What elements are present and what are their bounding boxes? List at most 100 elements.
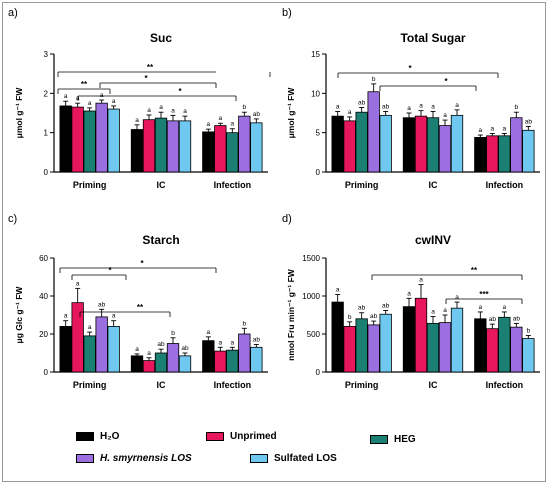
category-label: Infection — [214, 380, 252, 390]
category-label: Priming — [73, 180, 107, 190]
significance-letter: a — [419, 103, 423, 110]
significance-label: ** — [147, 63, 154, 72]
category-label: IC — [157, 380, 167, 390]
chart-title: Starch — [142, 233, 179, 247]
bar — [331, 115, 344, 173]
bar — [498, 316, 511, 373]
category-label: Infection — [486, 180, 524, 190]
significance-letter: a — [407, 105, 411, 112]
bar — [355, 318, 368, 373]
legend-item-unprimed: Unprimed — [206, 431, 277, 442]
bar — [522, 129, 535, 173]
significance-letter: a — [159, 104, 163, 111]
bar — [510, 326, 523, 373]
legend-swatch-sulfated-los — [250, 454, 268, 463]
y-axis-label: nmol Fru min⁻¹ g⁻¹ FW — [286, 268, 296, 361]
significance-letter: a — [479, 304, 483, 311]
legend-label-heg: HEG — [394, 434, 416, 445]
category-label: Infection — [214, 180, 252, 190]
legend-item-h2o: H₂O — [76, 431, 119, 442]
bar — [59, 105, 72, 173]
bar — [202, 340, 215, 373]
significance-letter: a — [491, 125, 495, 132]
bar — [486, 328, 499, 373]
significance-letter: ab — [382, 302, 390, 309]
bar — [226, 349, 239, 373]
bar — [107, 108, 120, 173]
bar — [414, 297, 428, 373]
y-tick-label: 500 — [307, 330, 321, 339]
significance-letter: ab — [370, 313, 378, 320]
bar — [130, 129, 144, 173]
significance-label: * — [178, 87, 182, 96]
significance-letter: a — [183, 108, 187, 115]
bar — [438, 125, 452, 173]
significance-letter: a — [431, 103, 435, 110]
category-label: Priming — [73, 380, 107, 390]
category-label: Priming — [345, 380, 379, 390]
bar — [379, 114, 392, 173]
bar — [166, 343, 180, 373]
chart-0: a) Suc μmol g⁻¹ FW 0 1 2 3 a a a a a Priming a a a a a IC a… — [8, 7, 271, 190]
y-axis-label: μmol g⁻¹ FW — [14, 87, 24, 139]
bar — [355, 111, 368, 173]
significance-label: *** — [479, 290, 489, 299]
bar — [438, 322, 452, 373]
significance-label: * — [408, 64, 412, 73]
bar — [202, 131, 215, 173]
panel-letter: c) — [8, 213, 17, 225]
y-tick-label: 1500 — [302, 254, 320, 263]
bar — [178, 355, 192, 373]
significance-letter: a — [135, 117, 139, 124]
significance-letter: a — [431, 309, 435, 316]
y-tick-label: 10 — [311, 89, 320, 98]
y-tick-label: 40 — [39, 292, 48, 301]
bar — [426, 322, 440, 373]
y-tick-label: 5 — [316, 129, 321, 138]
significance-letter: a — [88, 100, 92, 107]
significance-letter: a — [112, 98, 116, 105]
legend-label-hsmyrnensis-los: H. smyrnensis LOS — [100, 453, 192, 464]
bar — [450, 114, 464, 173]
category-label: IC — [429, 380, 439, 390]
bar — [343, 325, 356, 373]
bar — [130, 355, 144, 373]
significance-letter: ab — [513, 315, 521, 322]
significance-letter: ab — [253, 111, 261, 118]
y-tick-label: 2 — [44, 89, 49, 98]
significance-letter: ab — [358, 305, 366, 312]
y-tick-label: 0 — [316, 168, 321, 177]
significance-letter: ab — [181, 345, 189, 352]
panel-letter: b) — [282, 7, 292, 19]
legend-item-heg: HEG — [370, 434, 416, 445]
y-axis-label: μg Glc g⁻¹ FW — [14, 286, 24, 344]
significance-letter: ab — [98, 301, 106, 308]
bar — [142, 360, 156, 373]
category-label: Priming — [345, 180, 379, 190]
significance-letter: a — [455, 294, 459, 301]
significance-letter: b — [515, 104, 519, 111]
chart-title: cwINV — [415, 233, 451, 247]
significance-letter: a — [76, 280, 80, 287]
chart-title: Total Sugar — [400, 31, 465, 45]
significance-letter: a — [455, 102, 459, 109]
bar — [59, 325, 72, 373]
bar — [486, 135, 499, 173]
bar — [142, 119, 156, 173]
significance-letter: a — [348, 109, 352, 116]
bar — [178, 120, 192, 173]
legend-label-h2o: H₂O — [100, 431, 120, 442]
y-tick-label: 3 — [44, 50, 49, 59]
significance-letter: ab — [157, 341, 165, 348]
y-tick-label: 1 — [44, 129, 49, 138]
bar — [107, 325, 120, 373]
bar — [83, 110, 96, 173]
significance-letter: a — [171, 107, 175, 114]
bar — [510, 117, 523, 173]
legend-item-hsmyrnensis-los: H. smyrnensis LOS — [76, 453, 192, 464]
bar — [250, 346, 263, 373]
significance-label: * — [144, 74, 148, 83]
bar — [238, 115, 251, 173]
